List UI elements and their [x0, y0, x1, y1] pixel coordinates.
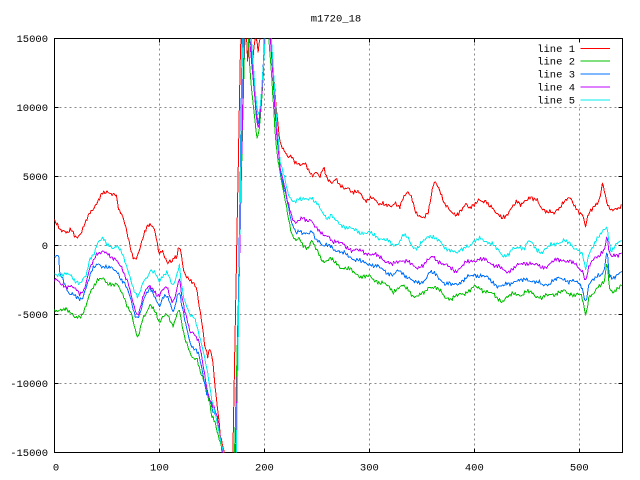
- svg-text:line 2: line 2: [537, 57, 575, 69]
- svg-text:0: 0: [42, 241, 48, 253]
- svg-text:-10000: -10000: [10, 379, 48, 391]
- svg-text:500: 500: [570, 463, 589, 475]
- svg-text:15000: 15000: [16, 34, 48, 46]
- svg-text:line 1: line 1: [537, 44, 575, 56]
- svg-text:-5000: -5000: [16, 310, 48, 322]
- svg-text:line 5: line 5: [537, 96, 575, 108]
- svg-text:m1720_18: m1720_18: [311, 14, 361, 26]
- svg-text:-15000: -15000: [10, 448, 48, 460]
- svg-text:5000: 5000: [23, 172, 48, 184]
- svg-text:100: 100: [150, 463, 169, 475]
- svg-text:line 3: line 3: [537, 70, 575, 82]
- svg-text:300: 300: [360, 463, 379, 475]
- svg-text:200: 200: [255, 463, 274, 475]
- svg-text:400: 400: [465, 463, 484, 475]
- svg-text:0: 0: [53, 463, 59, 475]
- svg-text:line 4: line 4: [537, 83, 575, 95]
- svg-text:10000: 10000: [16, 103, 48, 115]
